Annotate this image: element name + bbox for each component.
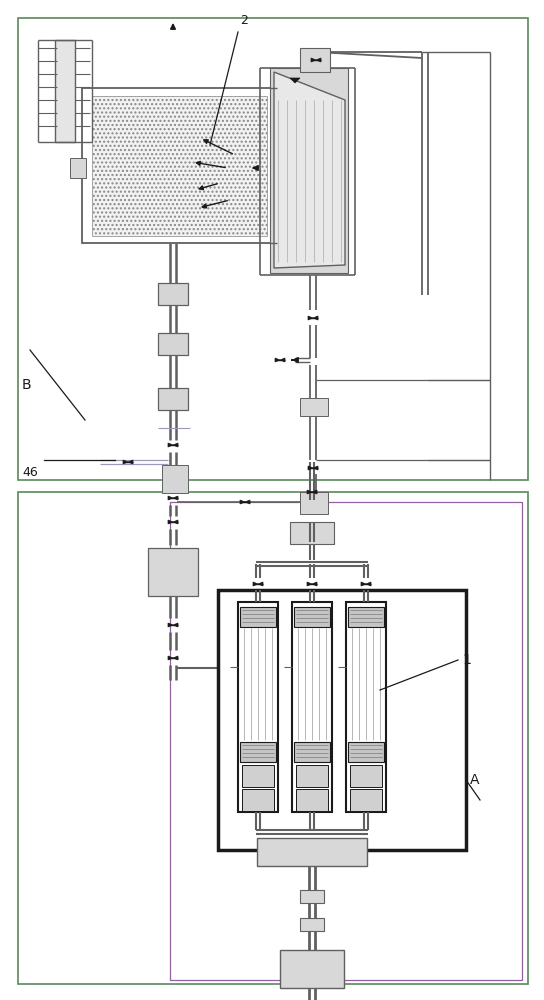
Text: B: B xyxy=(22,378,32,392)
Text: 46: 46 xyxy=(22,466,38,479)
Bar xyxy=(300,918,324,931)
Bar xyxy=(240,742,276,762)
Bar xyxy=(296,789,328,811)
Polygon shape xyxy=(313,316,318,320)
Polygon shape xyxy=(366,582,371,586)
Text: 1: 1 xyxy=(462,653,471,667)
Polygon shape xyxy=(173,520,178,524)
Bar xyxy=(292,602,332,812)
Polygon shape xyxy=(290,78,300,83)
Bar xyxy=(70,158,86,178)
Polygon shape xyxy=(253,582,258,586)
Bar xyxy=(290,522,334,544)
Bar xyxy=(148,548,198,596)
Polygon shape xyxy=(316,58,321,62)
Text: 2: 2 xyxy=(240,14,248,27)
Polygon shape xyxy=(173,443,178,447)
Polygon shape xyxy=(307,490,312,494)
Polygon shape xyxy=(168,520,173,524)
Bar xyxy=(346,602,386,812)
Polygon shape xyxy=(168,496,173,500)
Polygon shape xyxy=(168,443,173,447)
Polygon shape xyxy=(312,582,317,586)
Polygon shape xyxy=(258,582,263,586)
Polygon shape xyxy=(312,490,317,494)
Polygon shape xyxy=(240,500,245,504)
Polygon shape xyxy=(361,582,366,586)
Polygon shape xyxy=(173,656,178,660)
Polygon shape xyxy=(173,496,178,500)
Bar xyxy=(296,765,328,787)
Bar xyxy=(18,18,528,480)
Bar xyxy=(242,765,274,787)
Polygon shape xyxy=(307,582,312,586)
Bar xyxy=(300,492,328,514)
Polygon shape xyxy=(168,656,173,660)
Bar xyxy=(158,333,188,355)
Polygon shape xyxy=(311,58,316,62)
Bar xyxy=(280,950,344,988)
Bar xyxy=(238,602,278,812)
Bar xyxy=(294,607,330,627)
Bar xyxy=(18,492,528,984)
Bar xyxy=(350,789,382,811)
Polygon shape xyxy=(308,316,313,320)
Bar xyxy=(294,742,330,762)
Polygon shape xyxy=(128,460,133,464)
Bar xyxy=(348,607,384,627)
Polygon shape xyxy=(123,460,128,464)
Bar xyxy=(240,607,276,627)
Bar xyxy=(242,789,274,811)
Bar xyxy=(162,465,188,493)
Bar xyxy=(55,40,75,142)
Bar xyxy=(300,48,330,72)
Bar xyxy=(300,398,328,416)
Bar xyxy=(92,96,267,236)
Polygon shape xyxy=(168,623,173,627)
Polygon shape xyxy=(245,500,250,504)
Polygon shape xyxy=(313,466,318,470)
Bar xyxy=(82,88,277,243)
Bar xyxy=(348,742,384,762)
Polygon shape xyxy=(274,72,345,268)
Polygon shape xyxy=(173,623,178,627)
Bar xyxy=(270,68,348,273)
Polygon shape xyxy=(280,358,285,362)
Bar xyxy=(350,765,382,787)
Bar xyxy=(300,890,324,903)
Bar xyxy=(158,388,188,410)
Bar xyxy=(218,590,466,850)
Polygon shape xyxy=(275,358,280,362)
Text: A: A xyxy=(470,773,479,787)
Bar xyxy=(257,838,367,866)
Bar xyxy=(158,283,188,305)
Bar xyxy=(170,502,522,980)
Polygon shape xyxy=(308,466,313,470)
